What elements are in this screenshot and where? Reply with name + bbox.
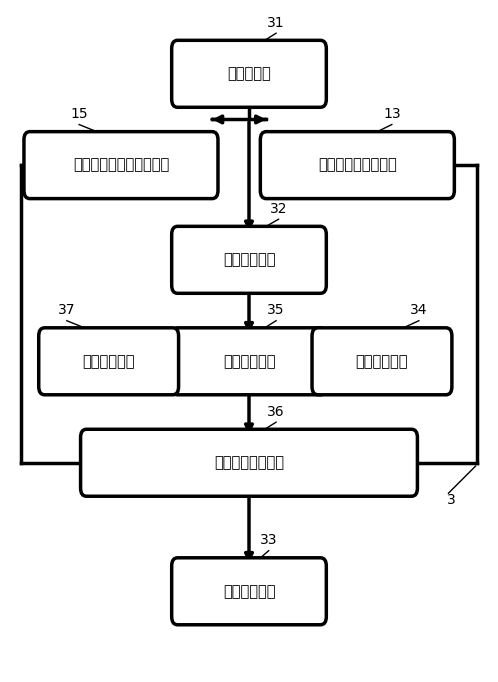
Text: 电化学工作站: 电化学工作站 — [223, 584, 275, 599]
Text: 数据处理模块: 数据处理模块 — [223, 354, 275, 369]
FancyBboxPatch shape — [39, 328, 179, 395]
Text: 实验实时调整模块: 实验实时调整模块 — [214, 456, 284, 471]
FancyBboxPatch shape — [172, 328, 326, 395]
FancyBboxPatch shape — [312, 328, 452, 395]
Text: 33: 33 — [260, 533, 277, 548]
Text: 35: 35 — [267, 303, 285, 317]
Text: 数据显示模块: 数据显示模块 — [356, 354, 408, 369]
Text: 31: 31 — [267, 16, 285, 30]
Text: 直线位移驱动器控制模块: 直线位移驱动器控制模块 — [73, 158, 169, 173]
Text: 初始化模块: 初始化模块 — [227, 66, 271, 81]
Text: 34: 34 — [410, 303, 428, 317]
Text: 15: 15 — [70, 107, 88, 121]
Text: 3: 3 — [447, 493, 455, 507]
Text: 13: 13 — [383, 107, 400, 121]
FancyBboxPatch shape — [172, 40, 326, 107]
Text: 压电陶瓷管控制模块: 压电陶瓷管控制模块 — [318, 158, 397, 173]
Text: 数据导出模块: 数据导出模块 — [82, 354, 135, 369]
Text: 32: 32 — [270, 202, 287, 216]
Text: 数据采集模块: 数据采集模块 — [223, 252, 275, 267]
FancyBboxPatch shape — [24, 132, 218, 198]
FancyBboxPatch shape — [172, 226, 326, 293]
Text: 36: 36 — [267, 405, 285, 419]
Text: 37: 37 — [58, 303, 76, 317]
FancyBboxPatch shape — [81, 429, 417, 496]
FancyBboxPatch shape — [172, 558, 326, 625]
FancyBboxPatch shape — [260, 132, 454, 198]
